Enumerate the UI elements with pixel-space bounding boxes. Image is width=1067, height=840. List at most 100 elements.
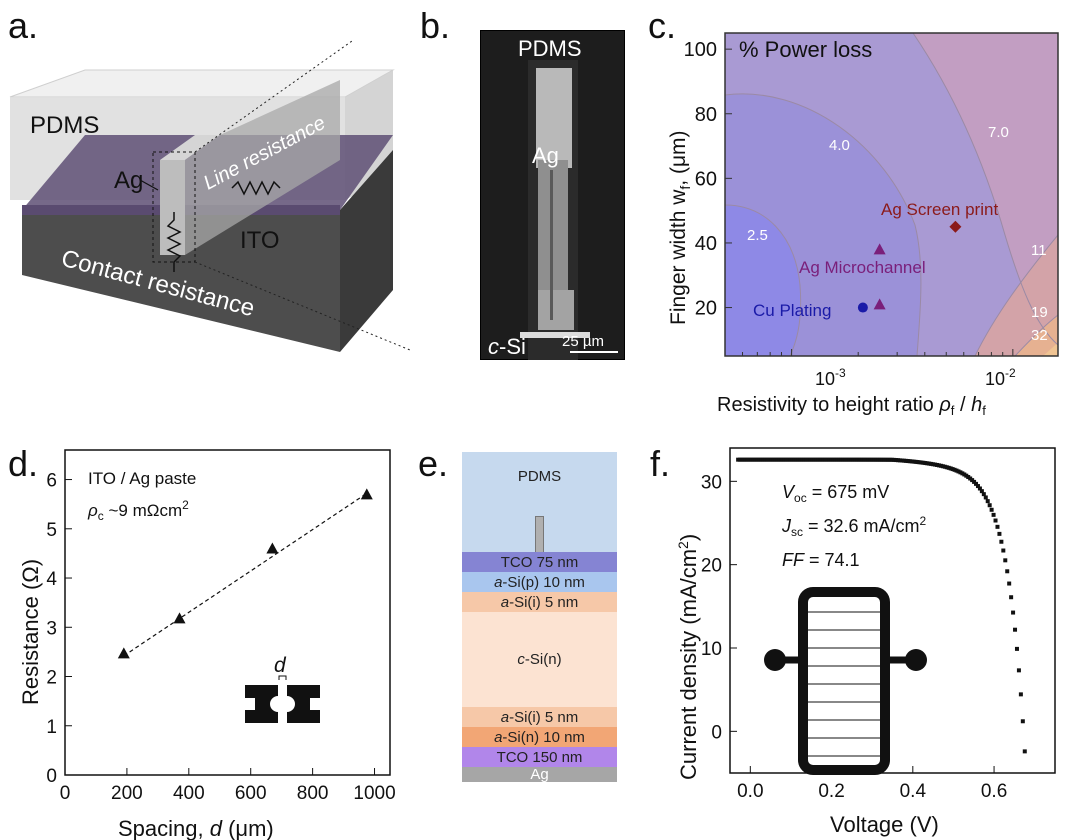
- voc-annotation: Voc = 675 mV: [782, 482, 889, 505]
- zoom-line-top: [194, 40, 355, 153]
- ag-microchannel-label: Ag Microchannel: [799, 258, 926, 277]
- layer-label-3: a-Si(i) 5 nm: [500, 593, 579, 611]
- d-y-tick-label-5: 5: [46, 520, 57, 541]
- layer-label-6: a-Si(n) 10 nm: [494, 728, 585, 746]
- f-point-139: [1007, 581, 1012, 586]
- f-point-136: [1001, 548, 1006, 553]
- contour-region-32: [1043, 343, 1058, 356]
- d-x-tick-label-3: 600: [235, 783, 267, 804]
- d-x-tick-label-0: 0: [60, 783, 71, 804]
- contour-title: % Power loss: [739, 37, 872, 62]
- f-point-146: [1020, 719, 1025, 724]
- panel-f-jv-chart: 0.0 0.2 0.4 0.6 0 10 20 30 Voc = 675 mV Jsc = 3…: [675, 447, 1056, 837]
- layer-0: PDMS: [462, 452, 617, 554]
- f-y-tick-label-0: 0: [711, 722, 722, 743]
- d-y-tick-label-2: 2: [46, 668, 57, 689]
- contour-label-32: 32: [1031, 327, 1048, 344]
- d-y-tick-label-6: 6: [46, 471, 57, 492]
- x-tick-1e-2: 10-2: [985, 366, 1016, 389]
- panel-label-f: f.: [650, 443, 671, 484]
- contour-label-7: 7.0: [988, 124, 1009, 141]
- layer-label-4: c-Si(n): [517, 651, 562, 668]
- ag-finger-side: [185, 80, 340, 255]
- y-axis-label-f: Current density (mA/cm2): [675, 534, 701, 780]
- d-point-0: [117, 647, 130, 659]
- d-x-tick-label-1: 200: [111, 783, 143, 804]
- y-axis-label-d: Resistance (Ω): [18, 559, 43, 705]
- panel-label-b: b.: [420, 5, 451, 46]
- contour-label-2p5: 2.5: [747, 227, 768, 244]
- c-point-1: [873, 243, 886, 255]
- layer-3: a-Si(i) 5 nm: [462, 592, 617, 612]
- f-point-122: [974, 481, 979, 486]
- c-point-0: [949, 220, 962, 233]
- d-x-tick-label-4: 800: [297, 783, 329, 804]
- ag-dashed-box: [152, 151, 196, 263]
- f-point-130: [989, 507, 994, 512]
- f-y-tick-label-2: 20: [701, 556, 722, 577]
- f-y-tick-label-3: 30: [701, 472, 722, 493]
- f-point-138: [1005, 569, 1010, 574]
- layer-label-5: a-Si(i) 5 nm: [500, 708, 579, 726]
- contour-label-11: 11: [1031, 242, 1047, 259]
- f-point-147: [1022, 749, 1027, 754]
- f-point-140: [1009, 595, 1014, 600]
- ag-label-a: Ag: [114, 167, 143, 194]
- ag-finger-sem: [536, 68, 572, 168]
- csi-label: c-Si: [488, 334, 526, 359]
- panel-label-c: c.: [648, 5, 677, 46]
- f-point-133: [995, 524, 1000, 529]
- annotation-ito-ag: ITO / Ag paste: [88, 469, 196, 488]
- f-point-142: [1013, 627, 1018, 632]
- electrode-spacing-icon: [245, 675, 320, 723]
- layer-label-7: TCO 150 nm: [496, 748, 583, 766]
- f-point-127: [983, 495, 988, 500]
- ag-finger-top: [160, 135, 220, 160]
- pdms-label-b: PDMS: [518, 36, 582, 61]
- jsc-annotation: Jsc = 32.6 mA/cm2: [781, 514, 927, 539]
- cu-plating-label: Cu Plating: [753, 301, 831, 320]
- panel-label-d: d.: [8, 443, 39, 484]
- panel-e-layer-stack: PDMS TCO 75 nm a-Si(p) 10 nm a-Si(i) 5 nm c-…: [462, 452, 617, 783]
- c-point-3: [857, 302, 868, 313]
- c-point-2: [873, 298, 886, 310]
- d-y-tick-label-4: 4: [46, 569, 57, 590]
- scale-bar-label: 25 µm: [562, 333, 604, 350]
- layer-8: Ag: [462, 766, 617, 783]
- f-point-131: [991, 512, 996, 517]
- f-point-144: [1016, 668, 1021, 673]
- layer-label-2: a-Si(p) 10 nm: [494, 573, 585, 591]
- spacing-d-label: d: [274, 654, 287, 677]
- f-point-125: [979, 489, 984, 494]
- f-point-143: [1014, 646, 1019, 651]
- f-point-128: [985, 499, 990, 504]
- contact-resistor-icon: [166, 212, 182, 272]
- d-point-2: [266, 542, 279, 554]
- f-point-137: [1003, 558, 1008, 563]
- ff-annotation: FF = 74.1: [782, 550, 860, 570]
- x-axis-label-f: Voltage (V): [830, 812, 939, 837]
- c-y-tick-label-4: 100: [684, 39, 717, 61]
- ag-screen-label: Ag Screen print: [881, 200, 998, 219]
- layer-2: a-Si(p) 10 nm: [462, 572, 617, 592]
- x-axis-label-c: Resistivity to height ratio ρf / hf: [717, 394, 986, 418]
- c-y-tick-label-0: 20: [695, 298, 717, 320]
- substrate-front: [22, 210, 340, 352]
- substrate-side: [340, 150, 393, 352]
- f-point-145: [1018, 692, 1023, 697]
- d-y-tick-label-0: 0: [46, 766, 57, 787]
- contour-region-11: [975, 235, 1058, 356]
- contour-label-4: 4.0: [829, 137, 850, 154]
- annotation-rho-c: ρc ~9 mΩcm2: [87, 498, 189, 523]
- y-axis-label-c: Finger width wf, (μm): [667, 130, 693, 325]
- f-x-tick-label-0: 0.0: [737, 781, 763, 802]
- d-y-tick-label-3: 3: [46, 618, 57, 639]
- ag-finger-cross-section: [535, 516, 544, 554]
- ag-arrow: [139, 179, 159, 191]
- f-x-tick-label-1: 0.2: [818, 781, 844, 802]
- panel-a-schematic: PDMS Ag Line resistance ITO Contact resi…: [9, 40, 410, 352]
- panel-label-a: a.: [8, 5, 39, 46]
- f-point-129: [987, 503, 992, 508]
- layer-label-0: PDMS: [517, 468, 562, 485]
- ito-label: ITO: [240, 227, 280, 254]
